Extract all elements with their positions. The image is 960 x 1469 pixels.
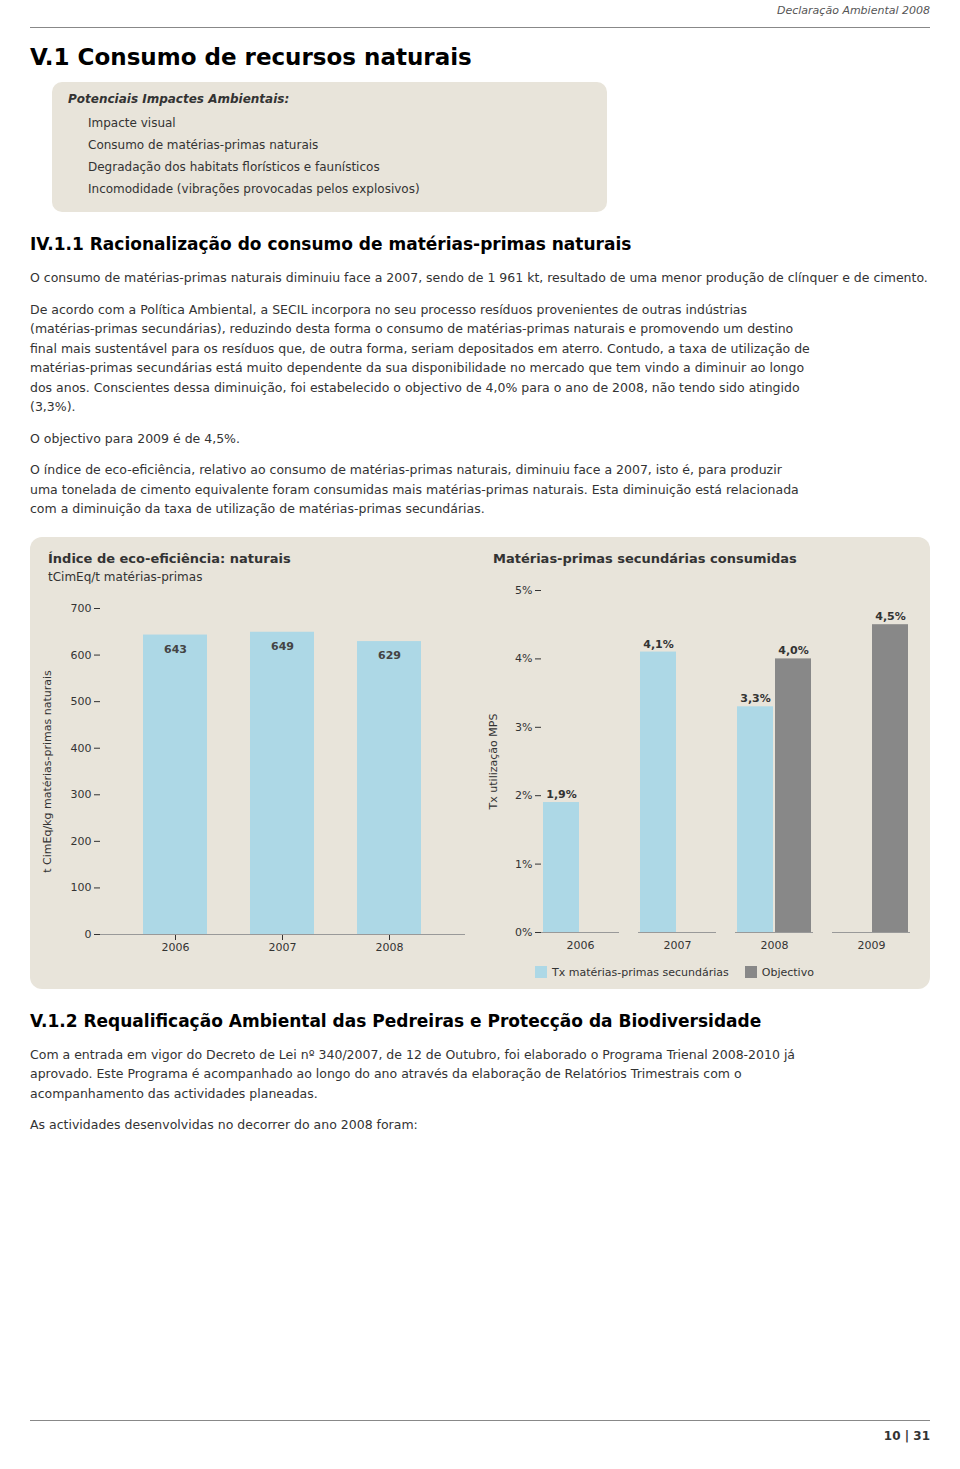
- html-text:O consumo de matérias-primas n: O consumo de matérias-primas naturais di…: [30, 270, 928, 285]
- svg-text:4,1%: 4,1%: [643, 637, 674, 650]
- svg-text:100: 100: [71, 881, 92, 894]
- html-text:V.1 Consumo de recursos natura: V.1 Consumo de recursos naturais: [30, 44, 472, 70]
- svg-text:629: 629: [378, 649, 401, 662]
- html-text:Potenciais Impactes Ambientais: Potenciais Impactes Ambientais:: [68, 92, 290, 106]
- html-text:matérias-primas secundárias es: matérias-primas secundárias está muito d…: [30, 360, 805, 375]
- html-text:IV.1.1 Racionalização do consu: IV.1.1 Racionalização do consumo de maté…: [30, 234, 632, 254]
- html-text:De acordo com a Política Ambie: De acordo com a Política Ambiental, a SE…: [30, 301, 747, 317]
- svg-text:5%: 5%: [515, 584, 532, 597]
- svg-text:4,0%: 4,0%: [778, 644, 809, 657]
- html-text:(matérias-primas secundárias),: (matérias-primas secundárias), reduzindo…: [30, 321, 794, 336]
- html-text:Incomodidade (vibrações provoc: Incomodidade (vibrações provocadas pelos…: [88, 182, 420, 196]
- svg-text:3%: 3%: [515, 720, 532, 733]
- html-text:Impacte visual: Impacte visual: [88, 116, 176, 130]
- html-text:As actividades desenvolvidas n: As actividades desenvolvidas no decorrer…: [30, 1117, 418, 1132]
- svg-text:300: 300: [71, 788, 92, 801]
- html-text:uma tonelada de cimento equiva: uma tonelada de cimento equivalente fora…: [30, 481, 799, 497]
- html-text:Objectivo: Objectivo: [761, 965, 814, 979]
- svg-text:Tx utilização MPS: Tx utilização MPS: [487, 713, 500, 810]
- html-text:O objectivo para 2009 é de 4,5: O objectivo para 2009 é de 4,5%.: [30, 430, 240, 446]
- svg-text:4,5%: 4,5%: [875, 610, 906, 623]
- svg-text:0: 0: [85, 928, 92, 941]
- svg-text:3,3%: 3,3%: [740, 692, 771, 705]
- svg-text:2006: 2006: [162, 941, 190, 954]
- svg-text:0%: 0%: [515, 926, 532, 939]
- html-text:10 | 31: 10 | 31: [883, 1429, 930, 1443]
- svg-text:2007: 2007: [269, 941, 297, 954]
- html-text:Declaração Ambiental 2008: Declaração Ambiental 2008: [777, 4, 930, 17]
- html-text:V.1.2 Requalificação Ambiental: V.1.2 Requalificação Ambiental das Pedre…: [30, 1010, 762, 1031]
- svg-text:t CimEq/kg matérias-primas nat: t CimEq/kg matérias-primas naturais: [41, 669, 54, 872]
- svg-text:2008: 2008: [761, 939, 789, 952]
- html-text:Com a entrada em vigor do Decr: Com a entrada em vigor do Decreto de Lei…: [30, 1046, 795, 1062]
- svg-text:1,9%: 1,9%: [546, 788, 577, 801]
- svg-text:2008: 2008: [376, 941, 404, 954]
- html-text:Índice de eco-eficiência: natu: Índice de eco-eficiência: naturais: [48, 550, 291, 566]
- svg-text:2007: 2007: [664, 939, 692, 952]
- html-text:Consumo de matérias-primas nat: Consumo de matérias-primas naturais: [88, 138, 319, 152]
- html-text:Tx matérias-primas secundárias: Tx matérias-primas secundárias: [552, 965, 729, 979]
- svg-text:2006: 2006: [567, 939, 595, 952]
- svg-text:2%: 2%: [515, 789, 532, 802]
- svg-text:2009: 2009: [858, 939, 886, 952]
- html-text:acompanhamento das actividades: acompanhamento das actividades planeadas…: [30, 1085, 318, 1101]
- svg-text:643: 643: [164, 642, 187, 655]
- svg-text:400: 400: [71, 741, 92, 754]
- html-text:O índice de eco-eficiência, re: O índice de eco-eficiência, relativo ao …: [30, 462, 782, 477]
- html-text:(3,3%).: (3,3%).: [30, 399, 76, 414]
- svg-text:1%: 1%: [515, 857, 532, 870]
- svg-text:600: 600: [71, 648, 92, 661]
- svg-text:700: 700: [71, 602, 92, 615]
- html-text:aprovado. Este Programa é acom: aprovado. Este Programa é acompanhado ao…: [30, 1066, 742, 1081]
- html-text:dos anos. Conscientes dessa di: dos anos. Conscientes dessa diminuição, …: [30, 379, 800, 395]
- html-text:final mais sustentável para os: final mais sustentável para os resíduos …: [30, 340, 810, 356]
- svg-text:4%: 4%: [515, 652, 532, 665]
- svg-text:500: 500: [71, 695, 92, 708]
- html-text:tCimEq/t matérias-primas: tCimEq/t matérias-primas: [48, 569, 203, 584]
- svg-text:200: 200: [71, 834, 92, 847]
- html-text:com a diminuição da taxa de ut: com a diminuição da taxa de utilização d…: [30, 501, 485, 516]
- html-text:Matérias-primas secundárias co: Matérias-primas secundárias consumidas: [493, 550, 797, 566]
- html-text:Degradação dos habitats florís: Degradação dos habitats florísticos e fa…: [88, 160, 380, 174]
- svg-text:649: 649: [271, 639, 294, 652]
